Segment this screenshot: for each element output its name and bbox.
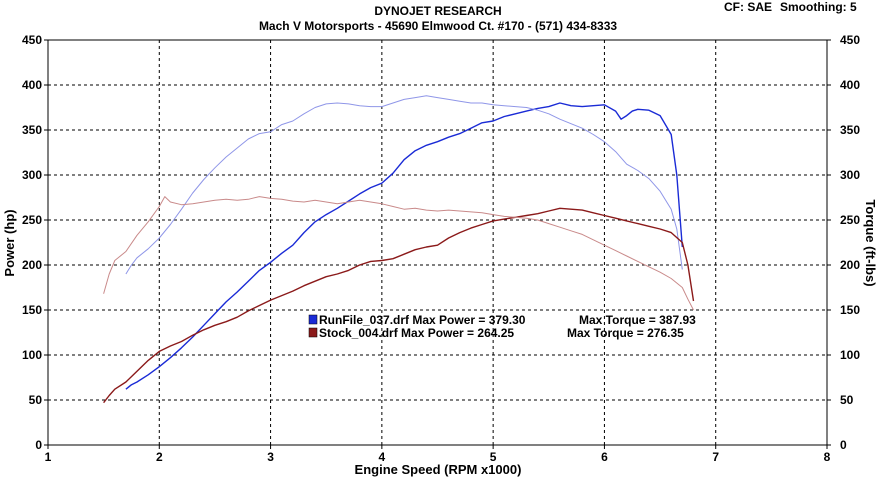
y-tick-label-left: 100 (22, 348, 42, 362)
y-tick-label-right: 50 (840, 393, 854, 407)
legend-swatch-stock (308, 327, 318, 338)
y-axis-right: 0 50 100 150 200 250 300 350 400 450 (827, 33, 860, 452)
legend-swatch-runfile (308, 314, 318, 325)
chart-subtitle: Mach V Motorsports - 45690 Elmwood Ct. #… (259, 19, 617, 33)
series-line-power (103, 207, 695, 404)
y-tick-label-right: 350 (840, 123, 860, 137)
x-axis-label: Engine Speed (RPM x1000) (355, 462, 522, 477)
cf-label: CF: SAE (724, 0, 772, 14)
x-tick-label: 4 (379, 450, 386, 464)
y-tick-label-left: 250 (22, 213, 42, 227)
legend-label-runfile: RunFile_037.drf Max Power = 379.30 (319, 313, 526, 327)
legend: RunFile_037.drf Max Power = 379.30 Max T… (308, 313, 696, 340)
series-line-torque (103, 196, 694, 311)
y-tick-label-right: 300 (840, 168, 860, 182)
y-tick-label-left: 450 (22, 33, 42, 47)
grid (48, 40, 827, 445)
y-tick-label-left: 200 (22, 258, 42, 272)
y-axis-label-left: Power (hp) (2, 209, 17, 276)
y-tick-label-left: 150 (22, 303, 42, 317)
y-tick-label-right: 450 (840, 33, 860, 47)
y-tick-label-right: 250 (840, 213, 860, 227)
y-tick-label-right: 200 (840, 258, 860, 272)
chart-title: DYNOJET RESEARCH (374, 4, 501, 18)
y-tick-label-left: 350 (22, 123, 42, 137)
x-tick-label: 6 (601, 450, 608, 464)
x-tick-label: 8 (824, 450, 831, 464)
x-tick-label: 3 (267, 450, 274, 464)
y-tick-label-right: 400 (840, 78, 860, 92)
y-tick-label-left: 300 (22, 168, 42, 182)
series-group (103, 95, 695, 404)
y-tick-label-right: 150 (840, 303, 860, 317)
series-line-torque (125, 95, 683, 275)
y-tick-label-left: 50 (29, 393, 43, 407)
y-axis-left: 0 50 100 150 200 250 300 350 400 450 (22, 33, 48, 452)
plot-frame (47, 39, 828, 446)
y-tick-label-left: 400 (22, 78, 42, 92)
series-line-power (125, 102, 683, 390)
legend-label-stock: Stock_004.drf Max Power = 264.25 (319, 326, 514, 340)
legend-torque-runfile: Max Torque = 387.93 (579, 313, 696, 327)
smoothing-label: Smoothing: 5 (780, 0, 857, 14)
legend-torque-stock: Max Torque = 276.35 (567, 326, 684, 340)
x-tick-label: 2 (156, 450, 163, 464)
x-axis: 1 2 3 4 5 6 7 8 (45, 445, 831, 464)
y-tick-label-left: 0 (35, 438, 42, 452)
y-tick-label-right: 0 (840, 438, 847, 452)
y-tick-label-right: 100 (840, 348, 860, 362)
x-tick-label: 1 (45, 450, 52, 464)
y-axis-label-right: Torque (ft-lbs) (863, 199, 876, 286)
x-tick-label: 5 (490, 450, 497, 464)
x-tick-label: 7 (712, 450, 719, 464)
